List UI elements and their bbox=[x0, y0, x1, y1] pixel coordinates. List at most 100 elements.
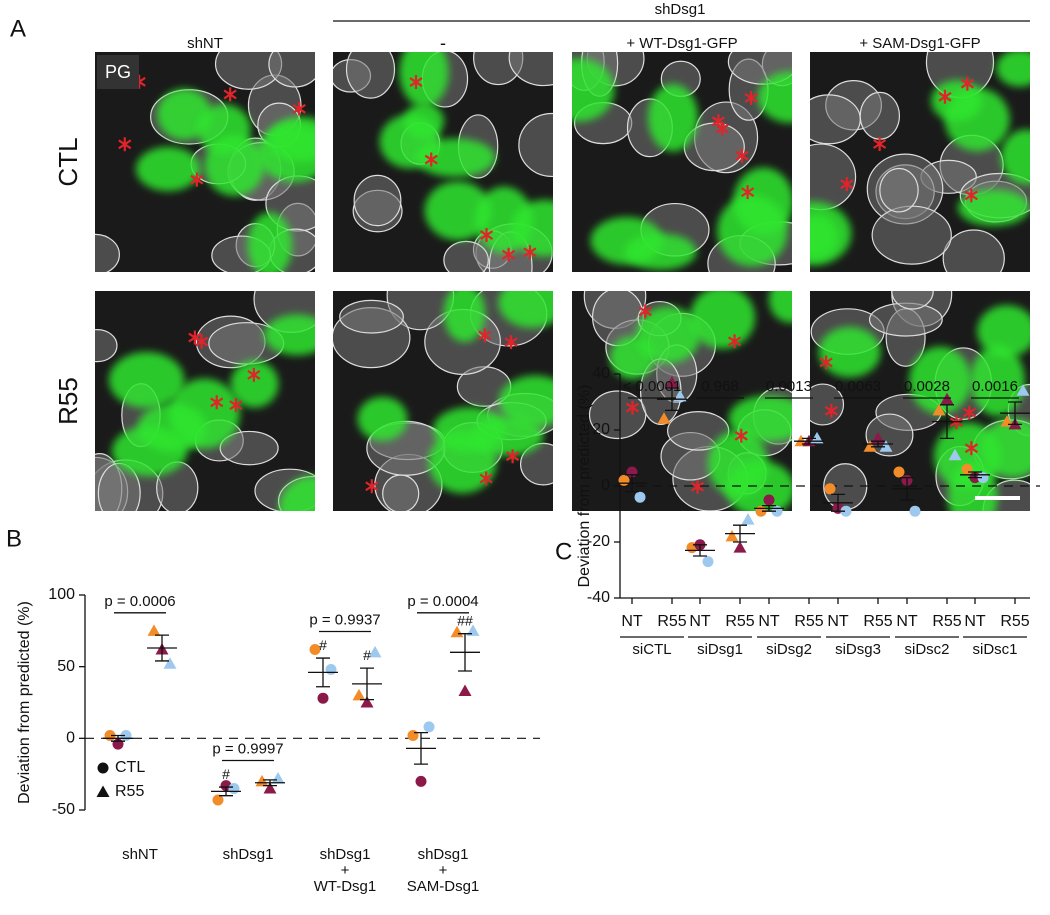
gfp-cell bbox=[944, 87, 1010, 152]
point bbox=[618, 474, 630, 486]
gfp-cell bbox=[424, 181, 492, 241]
cell bbox=[891, 291, 934, 310]
x-tick-label: NT bbox=[827, 613, 849, 630]
cell bbox=[345, 52, 396, 99]
asterisk bbox=[734, 428, 748, 443]
asterisk bbox=[424, 152, 438, 167]
point bbox=[97, 762, 109, 774]
y-tick-label: -20 bbox=[587, 533, 610, 550]
p-value: p = 0.9997 bbox=[212, 740, 283, 757]
gfp-cell bbox=[647, 83, 699, 152]
asterisk bbox=[229, 398, 243, 413]
cell bbox=[95, 233, 120, 272]
significance-mark: # bbox=[319, 637, 327, 653]
gfp-cell bbox=[981, 418, 1030, 478]
x-tick-label: NT bbox=[689, 613, 711, 630]
point bbox=[948, 448, 962, 461]
point bbox=[255, 774, 269, 787]
cell bbox=[810, 143, 857, 211]
cell bbox=[268, 52, 315, 88]
category-label: SAM-Dsg1 bbox=[407, 878, 480, 895]
p-value: < 0.0001 bbox=[623, 378, 682, 395]
asterisk bbox=[478, 328, 492, 343]
sem-bar bbox=[625, 474, 639, 493]
sem-bar bbox=[940, 404, 954, 440]
point bbox=[893, 466, 905, 478]
cell bbox=[810, 383, 845, 426]
gfp-cell bbox=[818, 326, 881, 378]
sem-bar bbox=[733, 524, 747, 543]
point bbox=[909, 505, 921, 517]
gfp-cell bbox=[264, 314, 315, 356]
category-label: shDsg1 bbox=[418, 846, 469, 863]
gfp-cell bbox=[267, 116, 315, 162]
point bbox=[415, 775, 427, 787]
x-tick-label: R55 bbox=[863, 613, 892, 630]
cell bbox=[667, 411, 730, 451]
group-header: shDsg1 bbox=[655, 1, 706, 18]
asterisk bbox=[744, 90, 758, 105]
asterisk bbox=[949, 415, 964, 430]
point bbox=[932, 403, 946, 416]
gfp-cell bbox=[977, 305, 1030, 358]
sem-bar bbox=[360, 667, 374, 701]
significance-mark: # bbox=[222, 766, 230, 782]
asterisk bbox=[365, 479, 379, 494]
asterisk bbox=[690, 479, 705, 494]
gfp-cell bbox=[135, 146, 201, 192]
point bbox=[212, 794, 224, 806]
cell bbox=[95, 328, 118, 363]
gfp-cell bbox=[230, 360, 279, 408]
asterisk bbox=[938, 89, 952, 104]
category-label: + bbox=[439, 862, 448, 879]
sem-bar bbox=[155, 634, 169, 662]
point bbox=[466, 624, 480, 636]
asterisk bbox=[504, 335, 518, 350]
category-label: shDsg1 bbox=[320, 846, 371, 863]
point bbox=[824, 483, 836, 495]
asterisk bbox=[409, 75, 423, 90]
asterisk bbox=[638, 304, 652, 319]
point bbox=[961, 463, 973, 475]
asterisk bbox=[715, 121, 729, 136]
category-label: WT-Dsg1 bbox=[314, 878, 377, 895]
asterisk bbox=[479, 471, 493, 486]
point bbox=[657, 412, 671, 424]
gfp-cell bbox=[399, 52, 449, 107]
asterisk bbox=[247, 367, 261, 382]
point bbox=[879, 440, 893, 452]
p-value: 0.968 bbox=[701, 378, 739, 395]
x-tick-label: R55 bbox=[1000, 613, 1029, 630]
point bbox=[863, 440, 877, 452]
category-label: shDsg1 bbox=[223, 846, 274, 863]
point bbox=[368, 645, 382, 658]
gfp-cell bbox=[498, 375, 553, 427]
asterisk bbox=[223, 87, 237, 102]
gfp-cell bbox=[690, 291, 756, 349]
cell bbox=[443, 240, 489, 272]
panel-label: C bbox=[555, 538, 572, 565]
gfp-cell bbox=[197, 104, 251, 155]
stain-label: PG bbox=[105, 62, 131, 82]
asterisk bbox=[505, 449, 520, 464]
row-label: R55 bbox=[53, 377, 83, 425]
column-header: + SAM-Dsg1-GFP bbox=[859, 35, 980, 52]
cell bbox=[353, 174, 402, 227]
gfp-cell bbox=[728, 395, 792, 442]
point bbox=[741, 513, 755, 525]
y-tick-label: -50 bbox=[52, 801, 75, 818]
legend-label: R55 bbox=[115, 783, 144, 800]
gfp-cell bbox=[443, 291, 486, 343]
gfp-cell bbox=[471, 416, 544, 457]
sem-bar bbox=[968, 471, 982, 479]
point bbox=[725, 529, 739, 542]
asterisk bbox=[188, 330, 202, 345]
micrograph bbox=[572, 52, 792, 272]
stain-box bbox=[97, 55, 139, 89]
category-label: shNT bbox=[122, 846, 158, 863]
micrograph bbox=[810, 52, 1030, 272]
point bbox=[665, 375, 679, 388]
gfp-cell bbox=[169, 378, 240, 449]
p-value: 0.0028 bbox=[904, 378, 950, 395]
y-tick-label: 50 bbox=[57, 658, 75, 675]
